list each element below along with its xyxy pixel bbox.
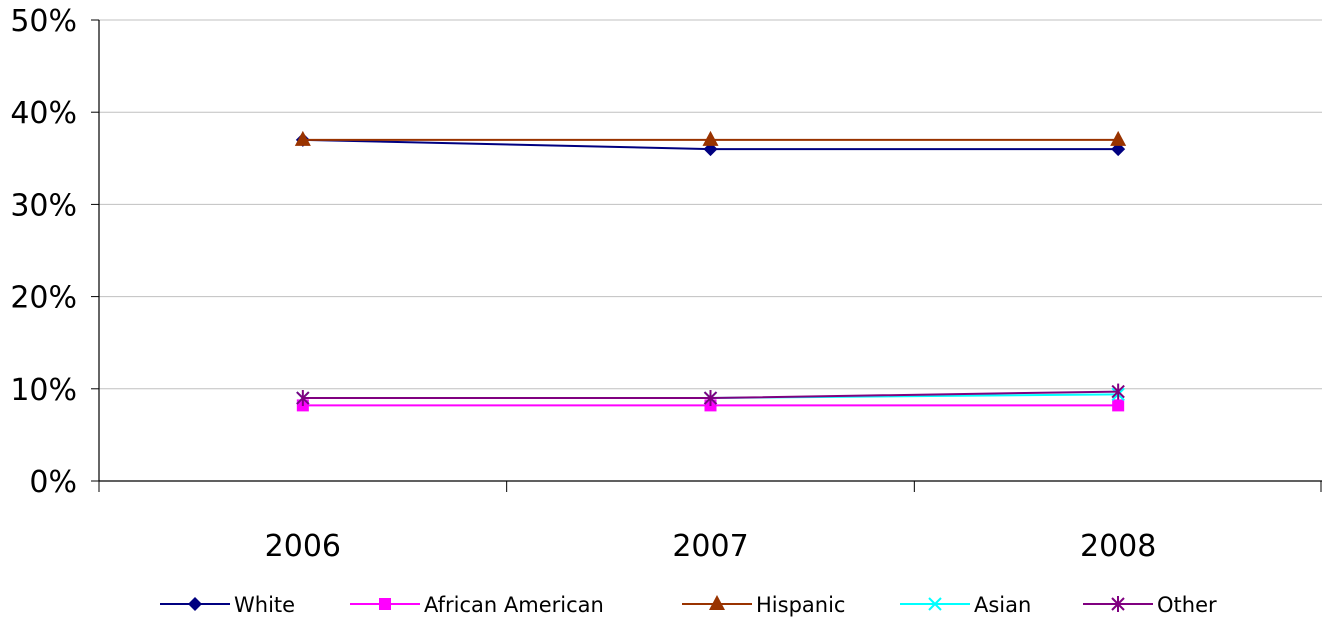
x-tick-label: 2008 <box>1080 529 1156 564</box>
data-point <box>294 130 311 146</box>
legend-label: White <box>234 593 295 617</box>
data-point <box>928 597 942 611</box>
x-tick-label: 2007 <box>672 529 748 564</box>
legend-label: Asian <box>974 593 1031 617</box>
data-point <box>709 595 725 610</box>
legend-item: Other <box>1083 593 1217 617</box>
legend-label: Other <box>1157 593 1217 617</box>
y-tick-label: 50% <box>10 4 77 39</box>
legend-item: White <box>160 593 295 617</box>
data-point <box>1110 130 1127 146</box>
series-other <box>296 383 1125 407</box>
data-point <box>703 390 718 407</box>
axes: 0% 10% 20% 30% 40% 50% 2006 2007 2008 <box>10 4 1322 564</box>
data-point <box>379 598 391 610</box>
legend-label: African American <box>424 593 604 617</box>
data-point <box>702 130 719 146</box>
x-tick-label: 2006 <box>265 529 341 564</box>
data-point <box>1112 399 1125 412</box>
legend-item: African American <box>350 593 604 617</box>
series-group <box>294 130 1127 412</box>
y-tick-label: 10% <box>10 373 77 408</box>
legend-item: Asian <box>900 593 1031 617</box>
y-tick-label: 30% <box>10 188 77 223</box>
legend-label: Hispanic <box>756 593 845 617</box>
y-tick-label: 20% <box>10 281 77 316</box>
gridlines <box>99 19 1322 390</box>
y-tick-label: 40% <box>10 96 77 131</box>
legend-item: Hispanic <box>682 593 845 617</box>
data-point <box>188 597 202 611</box>
data-point <box>296 390 310 407</box>
data-point <box>1111 383 1125 400</box>
y-tick-label: 0% <box>29 465 77 500</box>
data-point <box>1111 596 1125 612</box>
series-hispanic <box>294 130 1127 146</box>
legend: White African American Hispanic Asian Other <box>160 593 1217 617</box>
